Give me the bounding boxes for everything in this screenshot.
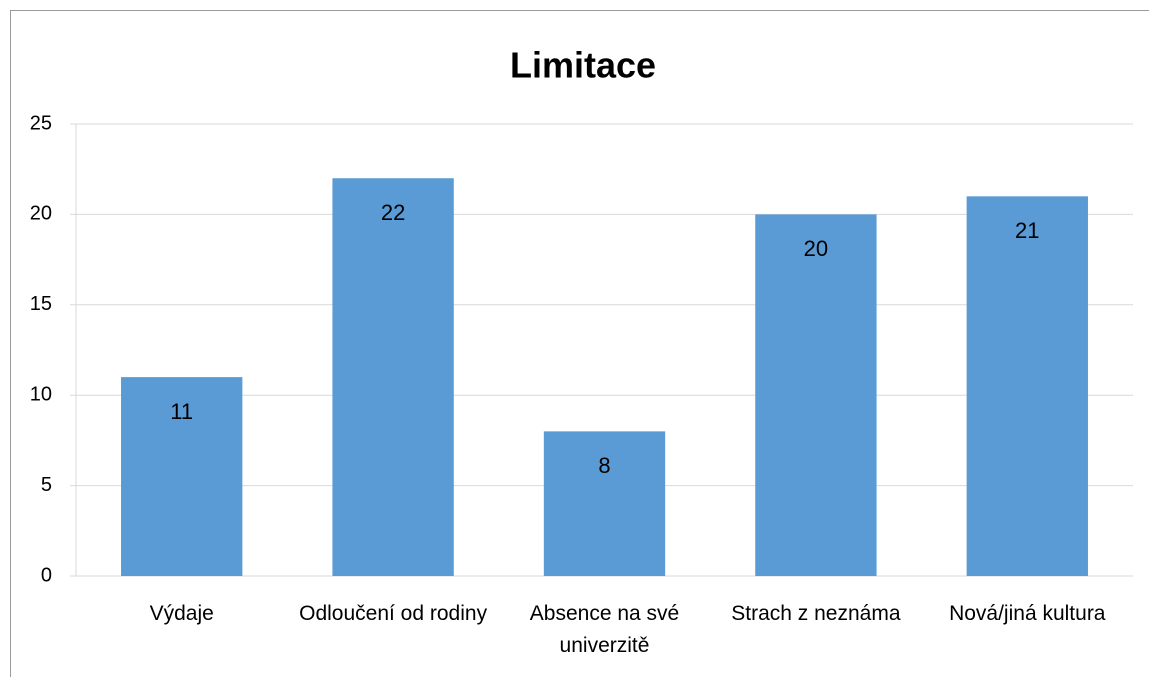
y-tick-label: 0 (41, 564, 52, 586)
bar (332, 178, 454, 577)
y-tick-label: 25 (30, 112, 52, 134)
data-label: 22 (381, 200, 405, 225)
bar (966, 196, 1088, 576)
data-label: 11 (170, 399, 193, 424)
chart-border (10, 10, 1149, 677)
y-tick-label: 20 (30, 203, 52, 225)
y-tick-label: 15 (30, 293, 52, 315)
data-label: 20 (804, 236, 828, 261)
x-tick-label: Nová/jiná kultura (949, 602, 1106, 625)
bar (755, 214, 877, 576)
x-tick-label: Výdaje (150, 602, 214, 625)
bar (121, 377, 243, 576)
data-label: 8 (598, 453, 610, 478)
chart-title: Limitace (510, 45, 656, 86)
x-tick-label: Odloučení od rodiny (299, 602, 487, 625)
y-tick-label: 5 (41, 474, 52, 496)
y-tick-label: 10 (30, 383, 52, 405)
x-tick-label: Strach z neznáma (731, 602, 901, 625)
x-tick-label: Absence na své univerzitě (530, 602, 679, 657)
data-label: 21 (1015, 218, 1039, 243)
bar (543, 431, 666, 576)
